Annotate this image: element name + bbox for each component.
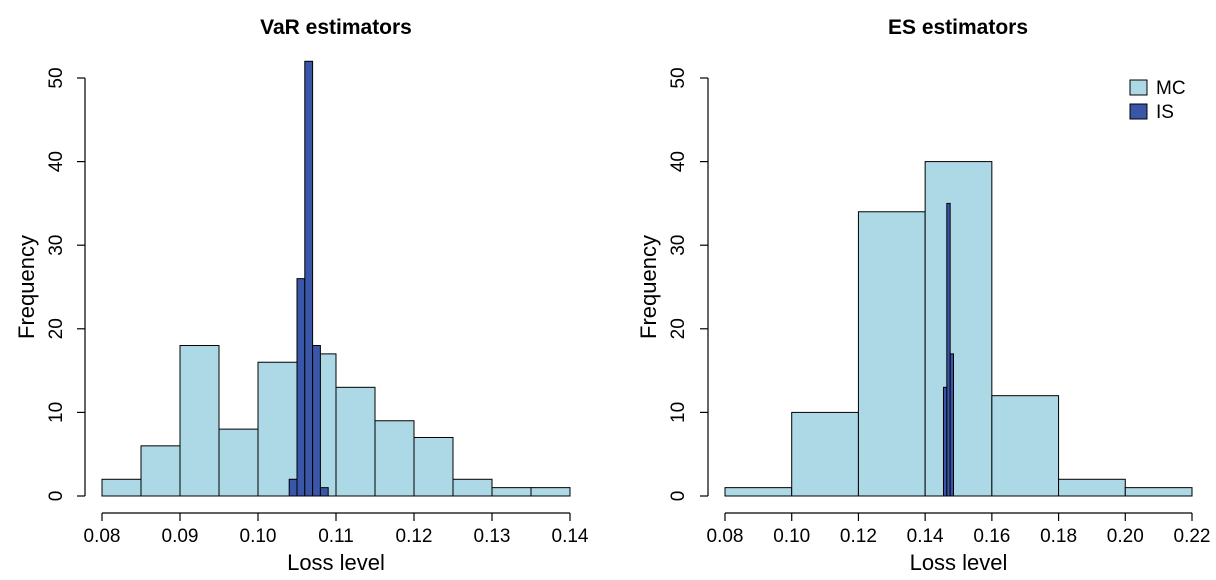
y-tick-label: 30 <box>46 235 67 256</box>
legend-swatch-is <box>1129 103 1148 120</box>
is-bar <box>946 202 951 497</box>
is-bar <box>949 353 954 497</box>
is-bar <box>312 345 321 497</box>
y-tick-label: 40 <box>668 151 689 172</box>
y-tick-label: 20 <box>46 318 67 339</box>
y-axis-label: Frequency <box>14 235 39 339</box>
x-tick-label: 0.09 <box>162 526 199 547</box>
legend-label: MC <box>1156 78 1186 99</box>
y-tick-label: 50 <box>46 67 67 88</box>
x-tick-label: 0.20 <box>1107 526 1144 547</box>
mc-bar <box>530 487 571 497</box>
x-tick-label: 0.12 <box>840 526 877 547</box>
x-tick-label: 0.08 <box>84 526 121 547</box>
mc-bar <box>991 395 1060 497</box>
x-tick-label: 0.22 <box>1174 526 1211 547</box>
x-tick-label: 0.13 <box>474 526 511 547</box>
mc-bar <box>257 361 298 497</box>
mc-bar <box>101 478 142 497</box>
y-tick-label: 0 <box>46 491 67 502</box>
legend-label: IS <box>1156 102 1174 123</box>
x-tick-label: 0.10 <box>773 526 810 547</box>
mc-bar <box>179 345 220 497</box>
mc-bar <box>1124 487 1193 497</box>
x-tick-label: 0.14 <box>907 526 944 547</box>
mc-bar <box>791 411 859 497</box>
x-axis-label: Loss level <box>287 550 385 575</box>
chart-title: ES estimators <box>888 16 1028 39</box>
mc-bar <box>218 428 259 497</box>
x-tick-label: 0.08 <box>707 526 744 547</box>
es-histogram-panel: ES estimators 0.08 0.10 0.12 0.14 0.16 0.18 0.2… <box>636 16 1210 575</box>
x-tick-label: 0.18 <box>1040 526 1077 547</box>
mc-bar <box>724 487 793 497</box>
mc-bar <box>374 420 415 497</box>
chart-title: VaR estimators <box>260 16 412 39</box>
mc-bar <box>140 445 181 497</box>
x-tick-label: 0.16 <box>973 526 1010 547</box>
is-bar <box>319 487 329 497</box>
y-tick-label: 20 <box>668 318 689 339</box>
mc-bar <box>491 487 532 497</box>
y-tick-label: 0 <box>668 491 689 502</box>
mc-bar <box>413 436 454 497</box>
legend: MC IS <box>1129 78 1186 123</box>
x-tick-label: 0.10 <box>240 526 277 547</box>
mc-bar <box>452 478 493 497</box>
mc-bar <box>1058 478 1126 497</box>
x-tick-label: 0.12 <box>396 526 433 547</box>
x-tick-label: 0.11 <box>318 526 354 547</box>
x-axis-label: Loss level <box>910 550 1008 575</box>
is-bar <box>296 278 306 497</box>
y-tick-label: 30 <box>668 235 689 256</box>
y-tick-label: 10 <box>46 402 67 423</box>
is-bar <box>288 478 298 497</box>
mc-bar <box>924 161 993 497</box>
mc-bar <box>335 386 376 497</box>
y-tick-label: 40 <box>46 151 67 172</box>
y-tick-label: 50 <box>668 67 689 88</box>
y-tick-label: 10 <box>668 402 689 423</box>
is-bar <box>304 60 314 497</box>
legend-swatch-mc <box>1129 79 1148 96</box>
y-axis-label: Frequency <box>636 235 661 339</box>
var-histogram-panel: VaR estimators 0.08 0.09 0.10 0.11 0.12 0.13 0.… <box>14 16 589 575</box>
mc-bar <box>857 211 926 497</box>
x-tick-label: 0.14 <box>552 526 589 547</box>
